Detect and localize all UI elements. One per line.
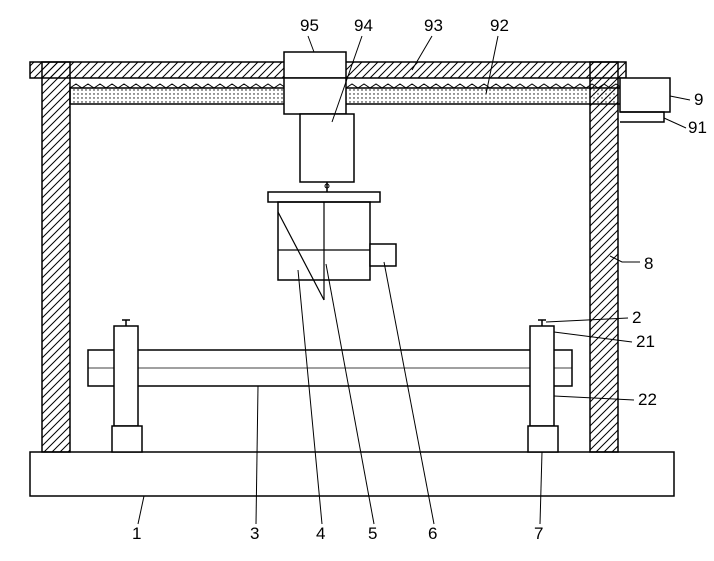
leader-5: [326, 264, 374, 524]
left-column: [42, 62, 70, 452]
label-91: 91: [688, 118, 707, 138]
leader-9: [670, 96, 690, 100]
label-8: 8: [644, 254, 653, 274]
label-4: 4: [316, 524, 325, 544]
piston-body: [300, 114, 354, 182]
label-95: 95: [300, 16, 319, 36]
right-cylinder: [530, 326, 554, 426]
leader-4: [298, 270, 322, 524]
label-3: 3: [250, 524, 259, 544]
leader-7: [540, 452, 542, 524]
rack-bar: [70, 88, 626, 104]
leader-91: [664, 118, 686, 128]
diagram-container: 95 94 93 92 9 91 8 2 21 22 1 3 4 5 6 7: [0, 0, 714, 561]
label-7: 7: [534, 524, 543, 544]
label-21: 21: [636, 332, 655, 352]
right-column: [590, 62, 618, 452]
side-box: [370, 244, 396, 266]
diagram-svg: [0, 0, 714, 561]
leader-3: [256, 386, 258, 524]
label-22: 22: [638, 390, 657, 410]
right-tab: [620, 112, 664, 122]
leader-6: [384, 262, 434, 524]
right-base-block: [528, 426, 558, 452]
label-92: 92: [490, 16, 509, 36]
leader-95: [308, 36, 314, 52]
left-cylinder: [114, 326, 138, 426]
left-base-block: [112, 426, 142, 452]
label-1: 1: [132, 524, 141, 544]
right-motor-box: [620, 78, 670, 112]
label-2: 2: [632, 308, 641, 328]
basket-diagonal: [278, 212, 324, 300]
label-5: 5: [368, 524, 377, 544]
leader-1: [138, 496, 144, 524]
label-93: 93: [424, 16, 443, 36]
label-9: 9: [694, 90, 703, 110]
label-6: 6: [428, 524, 437, 544]
base-plate: [30, 452, 674, 496]
basket-top: [268, 192, 380, 202]
label-94: 94: [354, 16, 373, 36]
top-block: [284, 52, 346, 78]
